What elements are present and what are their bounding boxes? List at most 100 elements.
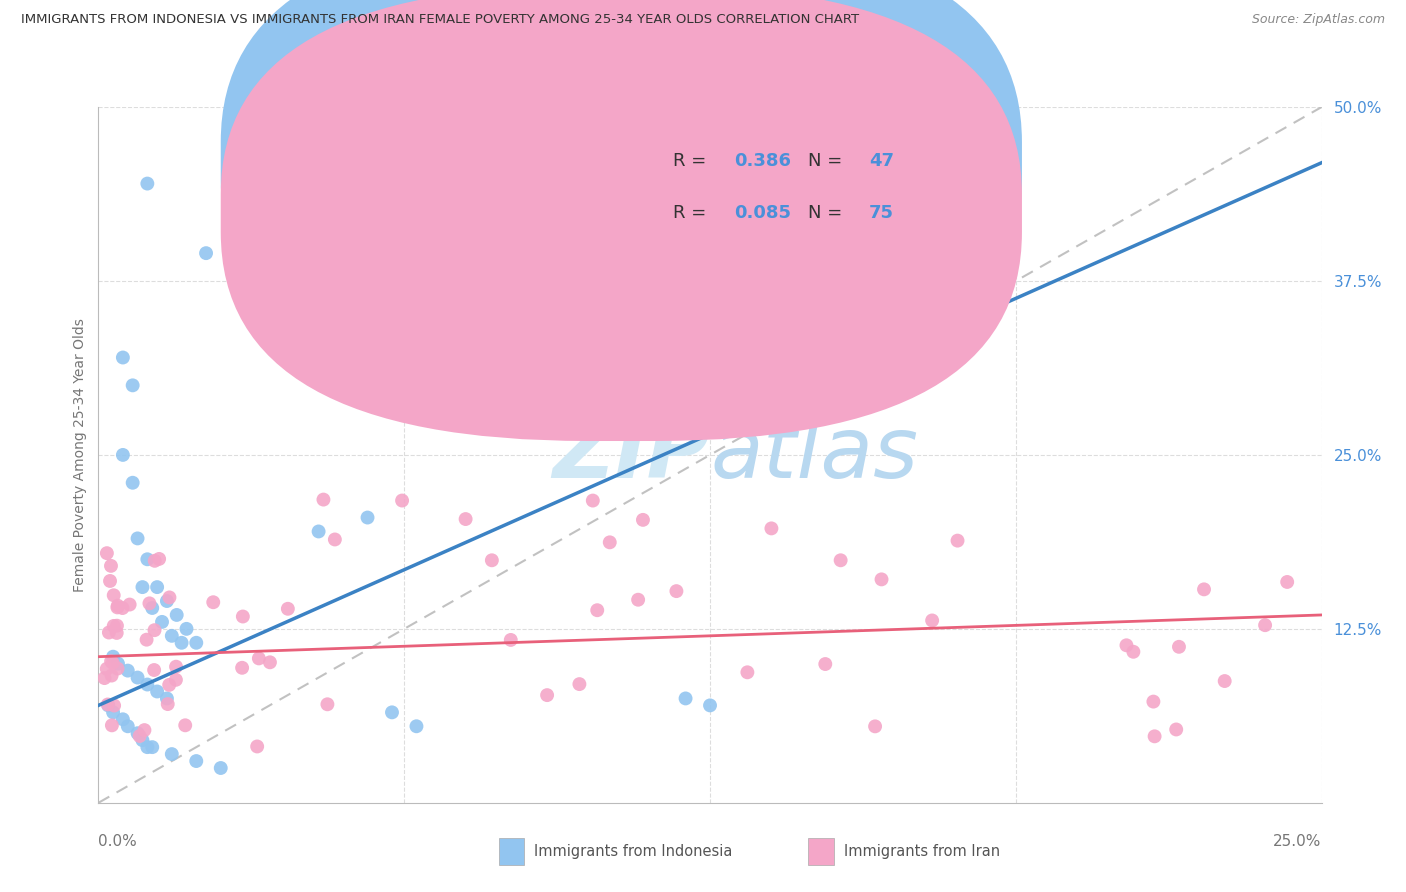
Point (111, 351, 134, 365)
Point (98, 574, 121, 588)
Point (97, 625, 120, 640)
Point (100, 654, 122, 668)
Point (1192, 582, 1215, 597)
Point (101, 706, 124, 720)
Point (921, 614, 943, 628)
Point (138, 596, 160, 610)
Point (131, 733, 153, 747)
Point (246, 739, 269, 754)
Text: IMMIGRANTS FROM INDONESIA VS IMMIGRANTS FROM IRAN FEMALE POVERTY AMONG 25-34 YEA: IMMIGRANTS FROM INDONESIA VS IMMIGRANTS … (21, 13, 859, 27)
Point (499, 632, 522, 647)
Point (141, 740, 163, 755)
Point (176, 622, 198, 636)
Point (599, 535, 621, 549)
Point (105, 618, 128, 632)
Point (156, 594, 179, 608)
Point (118, 598, 141, 612)
Point (209, 761, 232, 775)
Point (536, 688, 558, 702)
Point (699, 698, 721, 713)
Point (582, 493, 605, 508)
Point (107, 599, 129, 613)
Point (121, 475, 143, 490)
Point (93, 671, 115, 685)
Text: R =: R = (673, 203, 713, 222)
Point (772, 385, 794, 400)
Point (143, 663, 166, 677)
Point (127, 726, 149, 740)
Point (586, 603, 609, 617)
Point (737, 665, 759, 680)
Point (308, 524, 330, 539)
Point (761, 521, 783, 535)
Point (481, 553, 503, 567)
Point (127, 532, 149, 546)
Point (165, 673, 187, 687)
Point (259, 656, 281, 670)
Point (1213, 674, 1236, 689)
Point (323, 533, 346, 547)
Point (135, 632, 157, 647)
Point (277, 601, 299, 615)
Point (830, 553, 852, 567)
Point (814, 657, 837, 671)
Y-axis label: Female Poverty Among 25-34 Year Olds: Female Poverty Among 25-34 Year Olds (73, 318, 87, 592)
Text: 75: 75 (869, 203, 894, 222)
Point (202, 595, 225, 609)
Point (107, 662, 129, 676)
Text: Immigrants from Indonesia: Immigrants from Indonesia (534, 845, 733, 859)
Point (675, 691, 697, 706)
Point (381, 706, 404, 720)
Point (1115, 638, 1137, 652)
Point (195, 246, 218, 260)
Point (1254, 618, 1277, 632)
Point (1168, 640, 1191, 654)
Point (870, 573, 893, 587)
Point (127, 671, 149, 685)
FancyBboxPatch shape (221, 0, 1022, 441)
Text: 0.085: 0.085 (734, 203, 792, 222)
Point (157, 678, 180, 692)
Point (156, 691, 179, 706)
Point (665, 584, 688, 599)
Point (107, 657, 129, 671)
Point (170, 636, 193, 650)
Point (105, 626, 128, 640)
Text: 0.386: 0.386 (734, 152, 792, 169)
Point (845, 239, 868, 253)
Point (117, 719, 139, 733)
Point (356, 510, 378, 524)
Point (166, 607, 188, 622)
Point (186, 636, 208, 650)
Point (231, 661, 253, 675)
Text: 0.0%: 0.0% (98, 834, 138, 849)
Text: N =: N = (808, 203, 848, 222)
Point (1166, 723, 1188, 737)
Point (247, 651, 270, 665)
Text: 47: 47 (869, 152, 894, 169)
Point (946, 533, 969, 548)
Point (111, 448, 134, 462)
Point (117, 664, 139, 678)
Point (143, 554, 166, 568)
Point (186, 754, 208, 768)
Point (600, 260, 623, 274)
Point (146, 580, 169, 594)
Point (1142, 695, 1164, 709)
FancyBboxPatch shape (221, 0, 1022, 389)
Point (101, 656, 124, 670)
Point (128, 729, 150, 743)
Point (454, 512, 477, 526)
Point (148, 552, 170, 566)
Point (1275, 574, 1298, 589)
Point (1122, 645, 1144, 659)
Text: Immigrants from Iran: Immigrants from Iran (844, 845, 1000, 859)
Point (111, 601, 134, 615)
Point (143, 623, 166, 637)
Point (627, 592, 650, 607)
Point (136, 177, 159, 191)
Point (391, 493, 413, 508)
Point (863, 719, 886, 733)
Point (101, 649, 124, 664)
Point (131, 580, 153, 594)
